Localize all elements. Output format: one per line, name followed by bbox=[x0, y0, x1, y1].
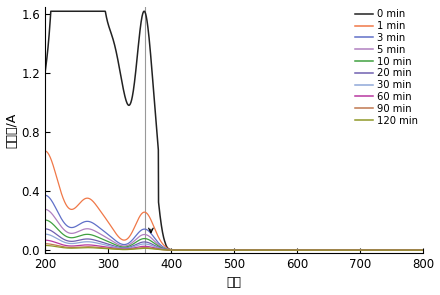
0 min bbox=[410, 248, 415, 252]
X-axis label: 波长: 波长 bbox=[227, 276, 242, 289]
1 min bbox=[410, 248, 415, 252]
20 min bbox=[410, 248, 415, 252]
20 min bbox=[62, 238, 67, 241]
Y-axis label: 吸光度/A: 吸光度/A bbox=[6, 112, 18, 148]
3 min bbox=[340, 248, 345, 252]
30 min bbox=[410, 248, 415, 252]
Legend: 0 min, 1 min, 3 min, 5 min, 10 min, 20 min, 30 min, 60 min, 90 min, 120 min: 0 min, 1 min, 3 min, 5 min, 10 min, 20 m… bbox=[352, 5, 422, 130]
10 min bbox=[226, 248, 231, 252]
1 min bbox=[216, 248, 222, 252]
5 min bbox=[421, 248, 426, 252]
0 min bbox=[48, 9, 53, 13]
0 min bbox=[341, 248, 346, 252]
Line: 120 min: 120 min bbox=[45, 245, 423, 250]
5 min bbox=[340, 248, 345, 252]
90 min bbox=[410, 248, 415, 252]
3 min bbox=[62, 221, 67, 225]
0 min bbox=[62, 9, 67, 13]
1 min bbox=[421, 248, 426, 252]
1 min bbox=[62, 199, 67, 203]
10 min bbox=[421, 248, 426, 252]
120 min bbox=[340, 248, 345, 252]
3 min bbox=[410, 248, 415, 252]
120 min bbox=[42, 244, 48, 247]
20 min bbox=[421, 248, 426, 252]
10 min bbox=[410, 248, 415, 252]
30 min bbox=[216, 248, 222, 252]
1 min bbox=[340, 248, 345, 252]
60 min bbox=[42, 238, 48, 242]
20 min bbox=[410, 248, 415, 252]
10 min bbox=[410, 248, 415, 252]
30 min bbox=[410, 248, 415, 252]
0 min bbox=[42, 72, 48, 76]
0 min bbox=[216, 248, 222, 252]
60 min bbox=[340, 248, 345, 252]
3 min bbox=[410, 248, 415, 252]
20 min bbox=[216, 248, 222, 252]
120 min bbox=[62, 246, 67, 250]
0 min bbox=[410, 248, 415, 252]
10 min bbox=[340, 248, 345, 252]
3 min bbox=[216, 248, 222, 252]
120 min bbox=[410, 248, 415, 252]
90 min bbox=[42, 242, 48, 245]
3 min bbox=[42, 194, 48, 197]
10 min bbox=[62, 233, 67, 237]
20 min bbox=[42, 227, 48, 231]
60 min bbox=[226, 248, 231, 252]
3 min bbox=[421, 248, 426, 252]
60 min bbox=[421, 248, 426, 252]
20 min bbox=[340, 248, 345, 252]
90 min bbox=[421, 248, 426, 252]
Line: 0 min: 0 min bbox=[45, 11, 423, 250]
30 min bbox=[340, 248, 345, 252]
3 min bbox=[226, 248, 231, 252]
120 min bbox=[216, 248, 222, 252]
60 min bbox=[62, 243, 67, 247]
60 min bbox=[216, 248, 222, 252]
1 min bbox=[226, 248, 231, 252]
20 min bbox=[226, 248, 231, 252]
120 min bbox=[226, 248, 231, 252]
Line: 90 min: 90 min bbox=[45, 244, 423, 250]
90 min bbox=[340, 248, 345, 252]
1 min bbox=[410, 248, 415, 252]
Line: 60 min: 60 min bbox=[45, 240, 423, 250]
Line: 20 min: 20 min bbox=[45, 229, 423, 250]
90 min bbox=[62, 245, 67, 249]
Line: 30 min: 30 min bbox=[45, 234, 423, 250]
10 min bbox=[216, 248, 222, 252]
5 min bbox=[226, 248, 231, 252]
90 min bbox=[226, 248, 231, 252]
Line: 5 min: 5 min bbox=[45, 209, 423, 250]
0 min bbox=[421, 248, 426, 252]
1 min bbox=[42, 149, 48, 153]
60 min bbox=[410, 248, 415, 252]
10 min bbox=[42, 218, 48, 222]
120 min bbox=[421, 248, 426, 252]
5 min bbox=[216, 248, 222, 252]
Line: 1 min: 1 min bbox=[45, 151, 423, 250]
30 min bbox=[421, 248, 426, 252]
30 min bbox=[62, 240, 67, 244]
5 min bbox=[410, 248, 415, 252]
60 min bbox=[410, 248, 415, 252]
Line: 3 min: 3 min bbox=[45, 195, 423, 250]
30 min bbox=[42, 232, 48, 236]
5 min bbox=[62, 228, 67, 232]
0 min bbox=[227, 248, 232, 252]
30 min bbox=[226, 248, 231, 252]
Line: 10 min: 10 min bbox=[45, 220, 423, 250]
90 min bbox=[410, 248, 415, 252]
5 min bbox=[410, 248, 415, 252]
90 min bbox=[216, 248, 222, 252]
120 min bbox=[410, 248, 415, 252]
5 min bbox=[42, 208, 48, 211]
